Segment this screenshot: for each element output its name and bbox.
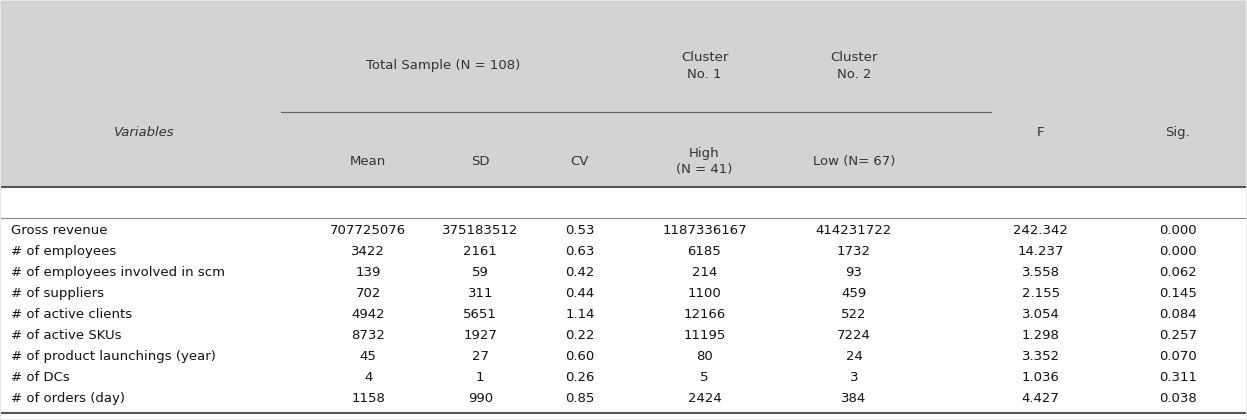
Text: 1158: 1158 xyxy=(352,392,385,405)
Text: 3.352: 3.352 xyxy=(1021,350,1060,363)
Text: # of suppliers: # of suppliers xyxy=(11,287,104,300)
Text: 4: 4 xyxy=(364,371,373,384)
Text: 384: 384 xyxy=(842,392,867,405)
Bar xyxy=(1,187,1246,419)
Text: 1.036: 1.036 xyxy=(1021,371,1060,384)
Text: CV: CV xyxy=(571,155,589,168)
Text: Low (N= 67): Low (N= 67) xyxy=(813,155,895,168)
Text: 12166: 12166 xyxy=(683,308,726,321)
Text: 0.062: 0.062 xyxy=(1158,266,1197,279)
Text: 990: 990 xyxy=(468,392,493,405)
Text: 2424: 2424 xyxy=(687,392,721,405)
Text: 0.000: 0.000 xyxy=(1158,245,1197,258)
Text: # of active clients: # of active clients xyxy=(11,308,132,321)
Text: 0.311: 0.311 xyxy=(1158,371,1197,384)
Text: 3: 3 xyxy=(849,371,858,384)
Text: 707725076: 707725076 xyxy=(330,224,407,237)
Text: Total Sample (N = 108): Total Sample (N = 108) xyxy=(365,59,520,72)
Text: 3.054: 3.054 xyxy=(1021,308,1060,321)
Text: 3422: 3422 xyxy=(352,245,385,258)
Text: # of active SKUs: # of active SKUs xyxy=(11,329,121,342)
Bar xyxy=(1,1,1246,187)
Text: # of product launchings (year): # of product launchings (year) xyxy=(11,350,216,363)
Text: 0.63: 0.63 xyxy=(565,245,595,258)
Text: 0.070: 0.070 xyxy=(1158,350,1197,363)
Text: Mean: Mean xyxy=(350,155,387,168)
Text: 702: 702 xyxy=(355,287,380,300)
Text: 0.257: 0.257 xyxy=(1158,329,1197,342)
Text: 0.26: 0.26 xyxy=(565,371,595,384)
Text: # of employees involved in scm: # of employees involved in scm xyxy=(11,266,224,279)
Text: # of DCs: # of DCs xyxy=(11,371,70,384)
Text: 11195: 11195 xyxy=(683,329,726,342)
Text: 0.60: 0.60 xyxy=(565,350,595,363)
Text: 4.427: 4.427 xyxy=(1021,392,1060,405)
Text: 1187336167: 1187336167 xyxy=(662,224,747,237)
Text: 5651: 5651 xyxy=(464,308,498,321)
Text: Variables: Variables xyxy=(113,126,175,139)
Text: 2.155: 2.155 xyxy=(1021,287,1060,300)
Text: 14.237: 14.237 xyxy=(1018,245,1064,258)
Text: 0.42: 0.42 xyxy=(565,266,595,279)
Text: 1732: 1732 xyxy=(837,245,870,258)
Text: 375183512: 375183512 xyxy=(443,224,519,237)
Text: 522: 522 xyxy=(842,308,867,321)
Text: 93: 93 xyxy=(845,266,863,279)
Text: 0.000: 0.000 xyxy=(1158,224,1197,237)
Text: 0.53: 0.53 xyxy=(565,224,595,237)
Text: 1.14: 1.14 xyxy=(565,308,595,321)
Text: 1: 1 xyxy=(476,371,485,384)
Text: Sig.: Sig. xyxy=(1166,126,1190,139)
Text: 0.85: 0.85 xyxy=(565,392,595,405)
Text: 80: 80 xyxy=(696,350,713,363)
Text: 414231722: 414231722 xyxy=(816,224,892,237)
Text: 1100: 1100 xyxy=(687,287,721,300)
Text: 2161: 2161 xyxy=(464,245,498,258)
Text: 1927: 1927 xyxy=(464,329,498,342)
Text: 459: 459 xyxy=(842,287,867,300)
Text: 59: 59 xyxy=(471,266,489,279)
Text: High
(N = 41): High (N = 41) xyxy=(676,147,733,176)
Text: 27: 27 xyxy=(471,350,489,363)
Text: # of orders (day): # of orders (day) xyxy=(11,392,125,405)
Text: # of employees: # of employees xyxy=(11,245,116,258)
Text: 6185: 6185 xyxy=(687,245,721,258)
Text: 5: 5 xyxy=(701,371,708,384)
Text: Cluster
No. 1: Cluster No. 1 xyxy=(681,50,728,81)
Text: F: F xyxy=(1038,126,1045,139)
Text: 0.44: 0.44 xyxy=(565,287,595,300)
Text: 311: 311 xyxy=(468,287,493,300)
Text: Cluster
No. 2: Cluster No. 2 xyxy=(831,50,878,81)
Text: 45: 45 xyxy=(359,350,377,363)
Text: 8732: 8732 xyxy=(352,329,385,342)
Text: 1.298: 1.298 xyxy=(1021,329,1060,342)
Text: 0.145: 0.145 xyxy=(1158,287,1197,300)
Text: 7224: 7224 xyxy=(837,329,870,342)
Text: 214: 214 xyxy=(692,266,717,279)
Text: Gross revenue: Gross revenue xyxy=(11,224,107,237)
Text: 4942: 4942 xyxy=(352,308,385,321)
Text: 0.038: 0.038 xyxy=(1158,392,1197,405)
Text: 242.342: 242.342 xyxy=(1014,224,1069,237)
Text: 24: 24 xyxy=(845,350,863,363)
Text: 139: 139 xyxy=(355,266,380,279)
Text: 0.084: 0.084 xyxy=(1158,308,1197,321)
Text: 3.558: 3.558 xyxy=(1021,266,1060,279)
Text: SD: SD xyxy=(471,155,490,168)
Text: 0.22: 0.22 xyxy=(565,329,595,342)
